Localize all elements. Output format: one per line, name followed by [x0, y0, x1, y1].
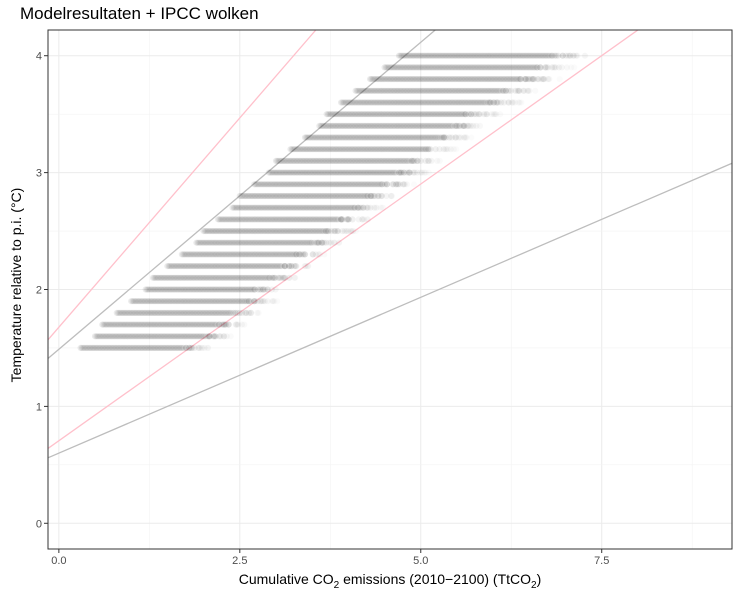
scatter-point	[274, 298, 280, 304]
scatter-row	[78, 345, 212, 351]
scatter-row	[353, 88, 539, 94]
x-tick-label: 2.5	[232, 555, 247, 567]
scatter-point	[437, 158, 443, 164]
scatter-point	[321, 251, 327, 257]
scatter-point	[205, 345, 211, 351]
scatter-row	[316, 123, 483, 129]
scatter-row	[237, 193, 395, 199]
scatter-row	[367, 76, 563, 82]
scatter-row	[215, 216, 371, 222]
scatter-row	[273, 158, 443, 164]
scatter-row	[179, 251, 328, 257]
scatter-point	[411, 181, 417, 187]
scatter-row	[128, 298, 280, 304]
scatter-point	[582, 53, 588, 59]
y-tick-label: 2	[36, 285, 42, 297]
scatter-point	[292, 275, 298, 281]
scatter-row	[382, 64, 578, 70]
scatter-row	[287, 146, 459, 152]
scatter-point	[302, 251, 308, 257]
y-tick-label: 1	[36, 401, 42, 413]
scatter-row	[338, 99, 524, 105]
scatter-row	[302, 134, 475, 140]
y-tick-label: 4	[36, 51, 42, 63]
scatter-row	[230, 205, 386, 211]
scatter-point	[426, 170, 432, 176]
scatter-point	[273, 286, 279, 292]
scatter-row	[150, 275, 298, 281]
scatter-point	[546, 76, 552, 82]
scatter-point	[526, 88, 532, 94]
scatter-point	[428, 158, 434, 164]
x-tick-label: 0.0	[51, 555, 66, 567]
y-axis-label: Temperature relative to p.i. (°C)	[8, 188, 24, 383]
scatter-row	[396, 53, 588, 59]
scatter-row	[193, 240, 342, 246]
x-axis-label: Cumulative CO2 emissions (2010−2100) (Tt…	[48, 571, 732, 591]
y-tick-label: 0	[36, 518, 42, 530]
scatter-point	[497, 111, 503, 117]
scatter-row	[201, 228, 359, 234]
scatter-point	[286, 275, 292, 281]
reference-line-4	[48, 30, 638, 448]
x-label-part-1: Cumulative CO	[239, 571, 334, 587]
scatter-point	[248, 310, 254, 316]
scatter-point	[388, 193, 394, 199]
scatter-row	[266, 170, 432, 176]
scatter-point	[226, 322, 232, 328]
scatter-point	[293, 263, 299, 269]
scatter-point	[571, 64, 577, 70]
scatter-point	[574, 53, 580, 59]
scatter-row	[164, 263, 311, 269]
reference-lines	[48, 30, 732, 458]
scatter-point	[557, 76, 563, 82]
scatter-row	[92, 333, 234, 339]
scatter-point	[228, 333, 234, 339]
scatter-point	[256, 310, 262, 316]
scatter-point	[532, 88, 538, 94]
x-tick-label: 5.0	[413, 555, 428, 567]
scatter-point	[305, 263, 311, 269]
scatter-row	[251, 181, 417, 187]
scatter-point	[477, 123, 483, 129]
scatter-point	[468, 134, 474, 140]
scatter-point	[336, 240, 342, 246]
x-label-part-2: emissions (2010−2100) (TtCO	[339, 571, 531, 587]
x-label-part-3: )	[537, 571, 542, 587]
scatter-point	[241, 322, 247, 328]
scatter-row	[143, 286, 279, 292]
scatter-point	[453, 146, 459, 152]
scatter-row	[114, 310, 262, 316]
scatter-row	[99, 322, 247, 328]
scatter-row	[324, 111, 504, 117]
scatter-point	[380, 205, 386, 211]
scatter-points	[78, 53, 589, 351]
y-tick-label: 3	[36, 168, 42, 180]
scatter-point	[365, 216, 371, 222]
scatter-point	[353, 228, 359, 234]
x-tick-label: 7.5	[594, 555, 609, 567]
scatter-point	[518, 99, 524, 105]
scatter-point	[349, 216, 355, 222]
scatter-point	[404, 181, 410, 187]
scatter-point	[384, 181, 390, 187]
